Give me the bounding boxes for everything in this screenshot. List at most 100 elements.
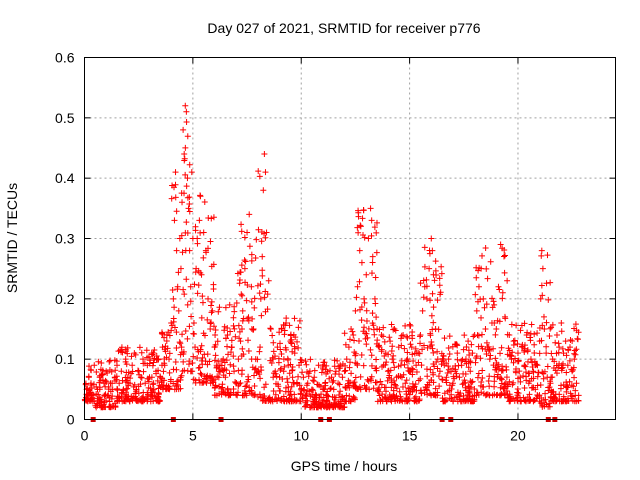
data-point xyxy=(540,375,547,382)
data-point xyxy=(256,348,263,355)
data-point xyxy=(278,326,285,332)
data-point xyxy=(514,358,521,365)
data-point xyxy=(207,326,214,332)
data-point xyxy=(99,376,106,383)
data-point xyxy=(475,370,482,377)
data-point xyxy=(107,403,114,410)
data-point xyxy=(558,319,565,326)
data-point xyxy=(156,398,163,405)
data-point xyxy=(187,298,194,305)
data-point xyxy=(170,295,177,302)
data-point xyxy=(239,307,246,314)
data-point xyxy=(197,370,204,377)
data-point xyxy=(417,387,424,394)
data-point xyxy=(417,332,424,339)
data-point xyxy=(445,366,452,373)
data-point xyxy=(299,369,306,376)
data-point xyxy=(445,345,452,352)
data-point xyxy=(109,386,116,393)
data-point xyxy=(224,385,231,392)
data-point xyxy=(483,350,490,357)
data-point xyxy=(403,333,410,340)
data-point xyxy=(120,386,127,393)
data-point xyxy=(211,357,218,364)
data-point xyxy=(326,367,333,374)
data-point xyxy=(473,264,480,271)
data-point xyxy=(342,362,349,369)
data-point xyxy=(153,368,160,375)
data-point xyxy=(390,387,397,394)
data-point xyxy=(493,392,500,399)
data-point xyxy=(180,348,187,355)
data-point xyxy=(549,397,556,404)
data-point xyxy=(144,389,151,396)
data-point xyxy=(107,357,114,364)
data-point xyxy=(383,398,390,405)
data-point xyxy=(450,373,457,380)
data-point xyxy=(197,193,204,200)
data-point xyxy=(302,399,309,406)
data-point xyxy=(210,323,217,330)
data-point xyxy=(538,252,545,259)
x-tick-label: 0 xyxy=(81,428,89,444)
data-point xyxy=(389,356,396,363)
data-point xyxy=(339,374,346,381)
data-point xyxy=(370,385,377,392)
data-point xyxy=(296,317,303,324)
data-point xyxy=(202,247,209,254)
data-point xyxy=(515,357,522,364)
data-point xyxy=(178,372,185,379)
data-point xyxy=(264,291,271,298)
data-point xyxy=(407,341,414,348)
data-point xyxy=(298,386,305,393)
data-point xyxy=(479,367,486,374)
data-point xyxy=(430,319,437,326)
data-point xyxy=(397,362,404,369)
data-point xyxy=(529,363,536,370)
data-point xyxy=(349,328,356,335)
data-point xyxy=(527,356,534,363)
data-point xyxy=(127,380,134,387)
data-point xyxy=(508,321,515,328)
data-point xyxy=(419,307,426,314)
data-point xyxy=(232,333,239,340)
data-point xyxy=(175,386,182,393)
data-point xyxy=(462,384,469,391)
data-point xyxy=(374,326,381,332)
data-point xyxy=(134,367,141,374)
data-point xyxy=(142,380,149,387)
data-point xyxy=(459,381,466,388)
data-point xyxy=(198,271,205,278)
data-point xyxy=(184,175,191,182)
data-point xyxy=(176,235,183,242)
data-point xyxy=(559,345,566,352)
data-point xyxy=(359,215,366,222)
data-point xyxy=(208,302,215,309)
data-point xyxy=(541,325,548,332)
data-point xyxy=(550,364,557,371)
data-point xyxy=(478,265,485,272)
data-point xyxy=(382,350,389,357)
data-point xyxy=(373,219,380,226)
data-point xyxy=(267,325,274,332)
data-point xyxy=(136,344,143,351)
data-point xyxy=(369,310,376,317)
data-point xyxy=(454,350,461,357)
data-point xyxy=(233,391,240,398)
data-point xyxy=(278,365,285,372)
data-point xyxy=(170,318,177,325)
data-point xyxy=(144,354,151,361)
data-point xyxy=(190,330,197,337)
data-point xyxy=(383,359,390,366)
data-point xyxy=(245,337,252,344)
data-point xyxy=(311,367,318,374)
data-point xyxy=(281,327,288,334)
data-point xyxy=(226,392,233,399)
data-point xyxy=(506,332,513,339)
data-point xyxy=(362,385,369,392)
data-point xyxy=(372,379,379,386)
data-point xyxy=(280,368,287,375)
data-point xyxy=(406,391,413,398)
data-point xyxy=(251,366,258,373)
data-point xyxy=(311,401,318,408)
